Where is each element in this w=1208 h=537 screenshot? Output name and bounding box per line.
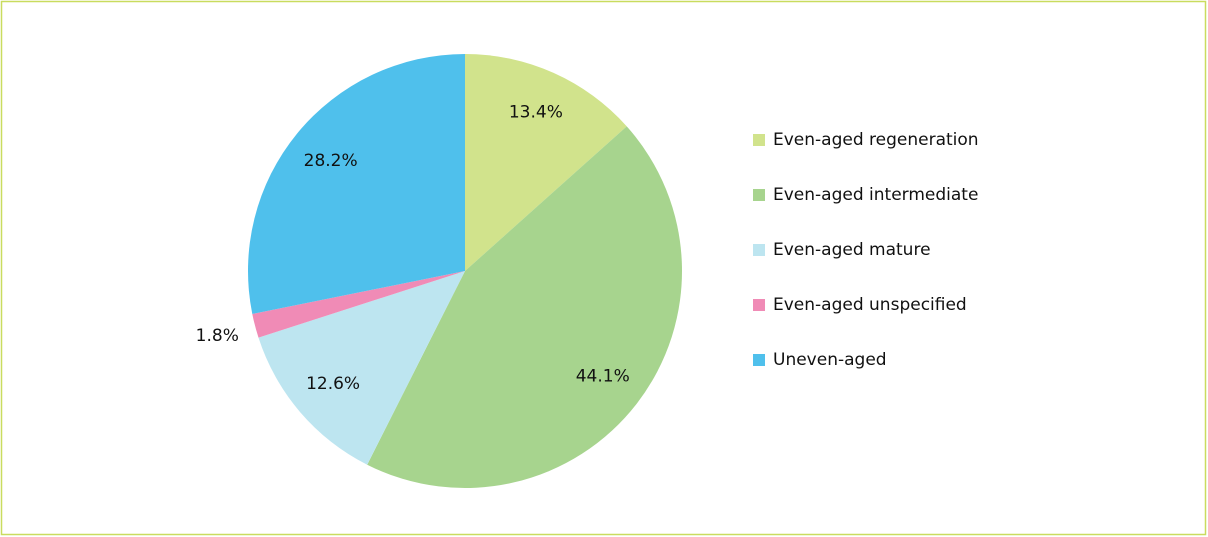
legend-label: Uneven-aged <box>773 350 887 370</box>
legend-swatch <box>753 134 765 146</box>
legend-label: Even-aged intermediate <box>773 185 978 205</box>
legend-label: Even-aged regeneration <box>773 130 979 150</box>
legend-swatch <box>753 354 765 366</box>
data-label: 28.2% <box>304 151 358 171</box>
data-label: 12.6% <box>306 374 360 394</box>
legend-label: Even-aged unspecified <box>773 295 967 315</box>
pie-slice <box>252 271 465 338</box>
pie-slice <box>367 126 682 488</box>
legend-swatch <box>753 299 765 311</box>
legend-label: Even-aged mature <box>773 240 931 260</box>
data-label: 13.4% <box>509 103 563 123</box>
pie-slice <box>465 54 627 271</box>
pie-slice <box>258 271 465 465</box>
legend-swatch <box>753 189 765 201</box>
data-label: 44.1% <box>576 367 630 387</box>
legend-swatch <box>753 244 765 256</box>
pie-slice <box>248 54 465 314</box>
data-label: 1.8% <box>196 326 239 346</box>
